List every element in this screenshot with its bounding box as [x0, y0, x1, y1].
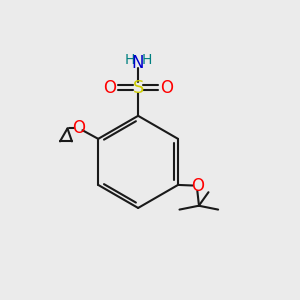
Text: O: O — [103, 79, 116, 97]
Text: N: N — [132, 54, 144, 72]
Text: H: H — [141, 53, 152, 67]
Text: S: S — [132, 79, 144, 97]
Text: H: H — [124, 53, 135, 67]
Text: O: O — [72, 119, 86, 137]
Text: O: O — [160, 79, 173, 97]
Text: O: O — [191, 177, 204, 195]
